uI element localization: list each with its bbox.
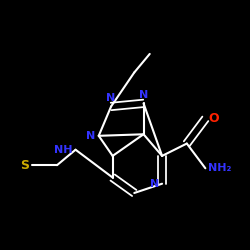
Text: N: N (106, 93, 116, 103)
Text: N: N (86, 131, 96, 141)
Text: S: S (20, 159, 29, 172)
Text: O: O (208, 112, 219, 125)
Text: NH: NH (54, 145, 72, 155)
Text: N: N (139, 90, 148, 100)
Text: N: N (150, 179, 159, 189)
Text: NH₂: NH₂ (208, 163, 232, 173)
